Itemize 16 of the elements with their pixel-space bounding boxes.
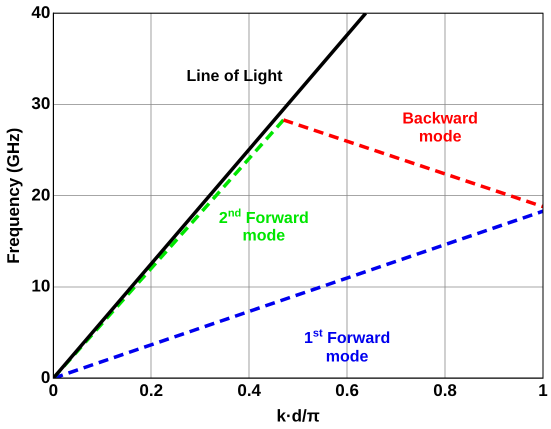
y-tick-label: 30 <box>31 94 50 114</box>
y-axis-title: Frequency (GHz) <box>4 128 23 264</box>
text: 1$^{st}$ Forward mode <box>302 328 392 367</box>
series-label: 2$^{nd}$ Forward mode <box>218 207 310 246</box>
x-tick-label: 0.8 <box>433 381 457 400</box>
x-tick-label: 0.6 <box>335 381 359 400</box>
x-tick-label: 1 <box>538 381 548 400</box>
series-label: Line of Light <box>185 68 284 86</box>
y-tick-label: 10 <box>31 276 50 296</box>
y-tick-label: 20 <box>31 185 50 204</box>
x-axis-title: k·d/π <box>276 406 320 426</box>
y-tick-label: 0 <box>40 368 50 387</box>
y-tick-label: 40 <box>31 2 50 22</box>
x-tick-label: 0.4 <box>237 381 262 400</box>
series-label: Backward mode <box>401 110 479 148</box>
x-tick-label: 0.2 <box>139 381 164 400</box>
